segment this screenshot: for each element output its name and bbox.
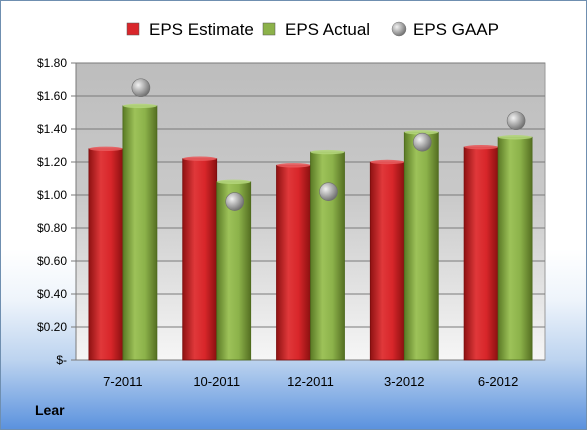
x-tick-label: 12-2011 (287, 374, 334, 389)
legend-label: EPS GAAP (413, 20, 499, 39)
legend-swatch (126, 22, 140, 36)
y-tick-label: $1.60 (37, 89, 67, 103)
eps-gaap-marker (506, 111, 526, 131)
legend-swatch (391, 21, 407, 37)
legend-label: EPS Estimate (149, 20, 254, 39)
x-axis: 7-2011 10-2011 12-2011 3-2012 6-2012 (103, 374, 518, 389)
eps-estimate-bar-top (182, 156, 217, 161)
y-tick-label: $1.20 (37, 155, 67, 169)
eps-actual-bar-top (310, 149, 345, 155)
y-tick-label: $1.00 (37, 188, 67, 202)
x-tick-label: 6-2012 (478, 374, 518, 389)
eps-actual-bar (497, 136, 533, 361)
legend-label: EPS Actual (285, 20, 370, 39)
x-tick-label: 10-2011 (193, 374, 240, 389)
y-tick-label: $0.20 (37, 320, 67, 334)
eps-estimate-bar-top (464, 144, 499, 150)
eps-estimate-bar-top (88, 146, 123, 151)
eps-actual-bar-top (216, 179, 251, 184)
eps-estimate-bar-top (370, 159, 405, 165)
eps-actual-bar (216, 181, 252, 361)
y-axis: $- $0.20 $0.40 $0.60 $0.80 $1.00 $1.20 $1.40 $1.… (37, 56, 77, 367)
eps-gaap-marker (319, 182, 338, 201)
y-tick-label: $0.40 (37, 287, 67, 301)
y-tick-label: $1.80 (37, 56, 67, 70)
eps-gaap-marker (412, 132, 432, 152)
x-tick-label: 3-2012 (384, 374, 424, 389)
y-tick-label: $0.80 (37, 221, 67, 235)
eps-estimate-bar-top (276, 163, 311, 168)
bars (88, 103, 533, 361)
y-tick-label: $0.60 (37, 254, 67, 268)
y-tick-label: $1.40 (37, 122, 67, 136)
eps-actual-bar (403, 131, 439, 361)
gaap-markers (131, 78, 526, 211)
eps-actual-bar (122, 105, 158, 361)
eps-estimate-bar (182, 158, 218, 361)
legend: EPS Estimate EPS Actual EPS GAAP (126, 20, 499, 39)
eps-estimate-bar (88, 148, 124, 361)
eps-gaap-marker (225, 192, 244, 211)
eps-estimate-bar (463, 146, 499, 361)
y-tick-label: $- (56, 353, 67, 367)
x-tick-label: 7-2011 (103, 374, 143, 389)
eps-estimate-bar (276, 164, 311, 361)
legend-swatch (262, 22, 276, 36)
eps-gaap-marker (131, 78, 151, 98)
company-name: Lear (35, 402, 65, 418)
eps-actual-bar-top (122, 103, 157, 109)
eps-actual-bar-top (404, 130, 439, 135)
eps-estimate-bar (369, 161, 405, 361)
eps-actual-bar-top (498, 135, 533, 140)
